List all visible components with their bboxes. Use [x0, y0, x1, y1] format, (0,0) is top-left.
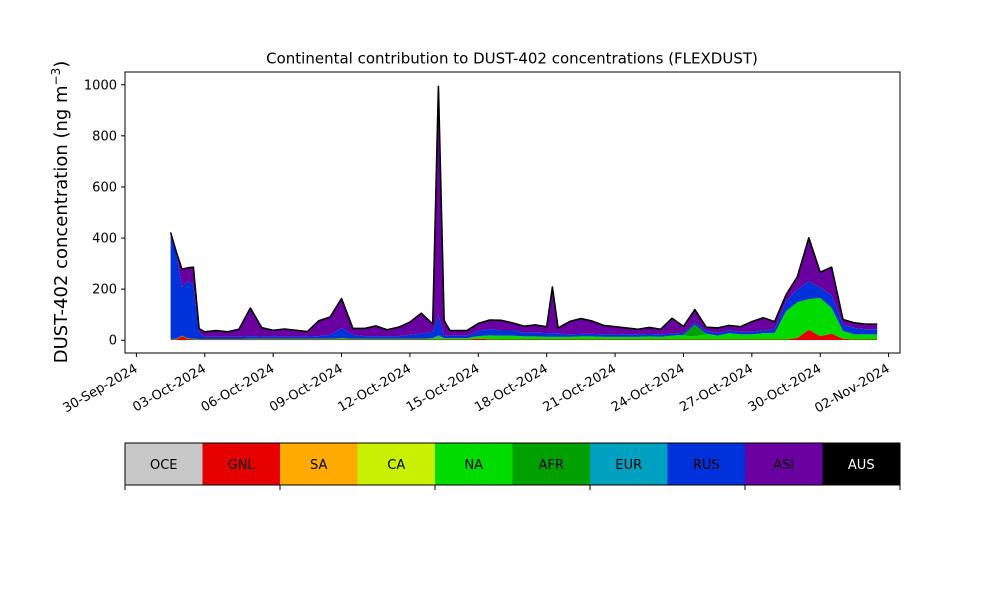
y-tick-label: 1000 — [84, 78, 117, 93]
legend-swatch-aus — [822, 443, 900, 485]
area-na — [170, 297, 878, 340]
x-axis-ticks: 30-Sep-202403-Oct-202406-Oct-202409-Oct-… — [61, 353, 893, 416]
area-asi — [170, 86, 878, 337]
legend-label-ca: CA — [387, 458, 405, 473]
x-tick-label: 06-Oct-2024 — [199, 361, 277, 415]
y-tick-label: 200 — [92, 283, 117, 298]
x-tick-label: 18-Oct-2024 — [472, 361, 550, 415]
x-tick-label: 03-Oct-2024 — [130, 361, 208, 415]
legend-label-afr: AFR — [539, 458, 564, 473]
y-tick-label: 600 — [92, 180, 117, 195]
x-tick-label: 30-Sep-2024 — [61, 361, 141, 416]
total-concentration-line — [169, 85, 878, 333]
legend-swatch-eur — [590, 443, 668, 485]
legend-label-rus: RUS — [693, 458, 720, 473]
y-axis-ticks: 0 200 400 600 800 1000 — [84, 78, 125, 349]
legend-label-na: NA — [464, 458, 483, 473]
legend-swatch-ca — [357, 443, 435, 485]
legend-swatch-afr — [512, 443, 590, 485]
region-colorbar: OCE GNL SA CA NA AFR EUR RUS ASI AUS — [124, 442, 901, 490]
legend-swatch-na — [435, 443, 513, 485]
stacked-area-layer — [170, 86, 878, 341]
y-tick-label: 0 — [109, 334, 117, 349]
plot-frame — [124, 71, 901, 354]
x-tick-label: 27-Oct-2024 — [677, 361, 755, 415]
x-tick-label: 09-Oct-2024 — [267, 361, 345, 415]
x-tick-label: 24-Oct-2024 — [609, 361, 687, 415]
y-tick-label: 800 — [92, 129, 117, 144]
legend-label-asi: ASI — [773, 458, 794, 473]
chart-title: Continental contribution to DUST-402 con… — [266, 50, 758, 68]
legend-swatch-rus — [667, 443, 745, 485]
x-tick-label: 02-Nov-2024 — [812, 361, 892, 416]
legend-label-oce: OCE — [150, 458, 178, 473]
legend-label-eur: EUR — [615, 458, 642, 473]
legend-label-aus: AUS — [848, 458, 875, 473]
legend-swatch-sa — [280, 443, 358, 485]
area-aus — [170, 86, 878, 332]
y-tick-label: 400 — [92, 232, 117, 247]
x-tick-label: 15-Oct-2024 — [404, 361, 482, 415]
legend-swatch-asi — [745, 443, 823, 485]
legend-label-gnl: GNL — [228, 458, 256, 473]
y-axis-label: DUST-402 concentration (ng m−3) — [49, 61, 72, 364]
legend-swatch-oce — [125, 443, 203, 485]
area-gnl — [170, 329, 878, 340]
x-tick-label: 30-Oct-2024 — [746, 361, 824, 415]
x-tick-label: 21-Oct-2024 — [541, 361, 619, 415]
colorbar-frame — [124, 442, 901, 486]
legend-label-sa: SA — [310, 458, 327, 473]
x-tick-label: 12-Oct-2024 — [336, 361, 414, 415]
legend-swatch-gnl — [202, 443, 280, 485]
